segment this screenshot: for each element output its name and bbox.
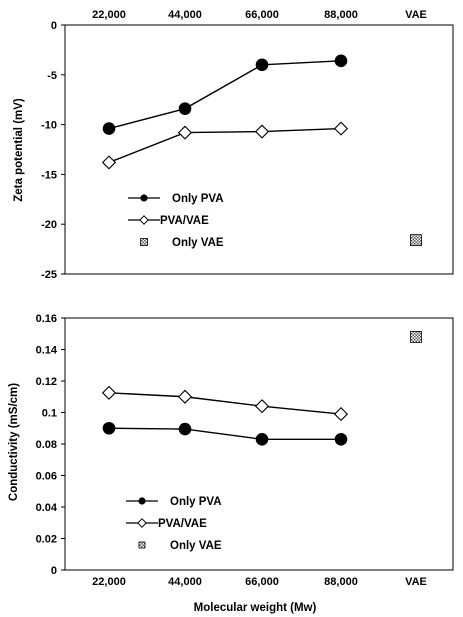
data-point-only-pva	[255, 432, 269, 446]
x-tick-label: VAE	[405, 576, 427, 588]
data-point-pva-vae	[254, 124, 270, 139]
x-tick-label: 22,000	[92, 9, 126, 21]
legend: Only PVA PVA/VAE Only VAE	[128, 193, 224, 249]
x-tick-label: 44,000	[168, 576, 202, 588]
data-point-pva-vae	[177, 389, 193, 404]
plot-frame	[64, 24, 454, 275]
legend-label-pva-vae: PVA/VAE	[160, 215, 209, 227]
series-line	[108, 427, 341, 440]
x-tick-label: 22,000	[92, 576, 126, 588]
x-tick-label: 88,000	[324, 576, 358, 588]
data-point-only-pva	[102, 421, 116, 435]
x-tick-label: VAE	[405, 9, 427, 21]
x-tick-label: 88,000	[324, 9, 358, 21]
legend-marker-only-vae	[138, 541, 146, 549]
data-point-only-pva	[334, 54, 348, 68]
data-point-only-pva	[255, 58, 269, 72]
y-axis-title: Conductivity (mS/cm)	[8, 383, 20, 501]
data-point-only-vae	[410, 330, 422, 343]
zeta-potential-chart: 22,000 44,000 66,000 88,000 VAE 0 -5 -10 -15 -20…	[13, 9, 454, 281]
series-line	[108, 392, 342, 415]
y-tick-label: 0.02	[36, 534, 57, 546]
data-point-pva-vae	[101, 155, 117, 170]
legend: Only PVA PVA/VAE Only VAE	[126, 496, 222, 552]
y-tick-label: -15	[41, 169, 57, 181]
legend-marker-only-vae	[140, 238, 148, 246]
x-tick-label: 66,000	[245, 576, 279, 588]
x-tick-label: 66,000	[245, 9, 279, 21]
y-tick-label: 0.1	[42, 408, 57, 420]
y-tick-label: 0	[51, 20, 57, 32]
legend-label-pva-vae: PVA/VAE	[158, 518, 207, 530]
y-tick-label: 0.14	[36, 345, 58, 357]
legend-label-only-vae: Only VAE	[172, 237, 224, 249]
legend-marker-pva-vae	[137, 518, 147, 528]
conductivity-chart: 22,000 44,000 66,000 88,000 VAE 0 0.02 0.04 0.0…	[8, 313, 454, 614]
legend-marker-only-pva	[140, 194, 148, 202]
y-tick-label: 0.06	[36, 471, 57, 483]
data-point-pva-vae	[333, 121, 349, 136]
y-tick-label: -20	[41, 219, 57, 231]
data-point-pva-vae	[101, 385, 117, 400]
x-tick-label: 44,000	[168, 9, 202, 21]
data-point-pva-vae	[177, 125, 193, 140]
x-axis-title: Molecular weight (Mw)	[194, 602, 317, 614]
data-point-only-pva	[178, 422, 192, 436]
series-line	[108, 60, 342, 130]
y-tick-label: -10	[41, 120, 57, 132]
y-tick-label: 0.12	[36, 376, 57, 388]
y-tick-label: 0.04	[36, 502, 58, 514]
y-axis-title: Zeta potential (mV)	[13, 98, 25, 202]
y-tick-label: 0.16	[36, 313, 57, 325]
legend-label-only-pva: Only PVA	[170, 496, 222, 508]
y-tick-label: -5	[47, 70, 57, 82]
data-point-only-pva	[334, 432, 348, 446]
data-point-only-pva	[178, 102, 192, 115]
y-tick-label: 0.08	[36, 439, 57, 451]
data-point-pva-vae	[333, 406, 349, 422]
data-point-only-vae	[410, 234, 422, 247]
legend-marker-pva-vae	[139, 215, 149, 225]
legend-label-only-vae: Only VAE	[170, 540, 222, 552]
y-tick-label: 0	[51, 565, 57, 577]
legend-marker-only-pva	[138, 497, 146, 505]
data-point-pva-vae	[254, 399, 270, 414]
y-tick-label: -25	[41, 269, 57, 281]
series-line	[108, 127, 342, 164]
data-point-only-pva	[102, 122, 116, 135]
legend-label-only-pva: Only PVA	[172, 193, 224, 205]
